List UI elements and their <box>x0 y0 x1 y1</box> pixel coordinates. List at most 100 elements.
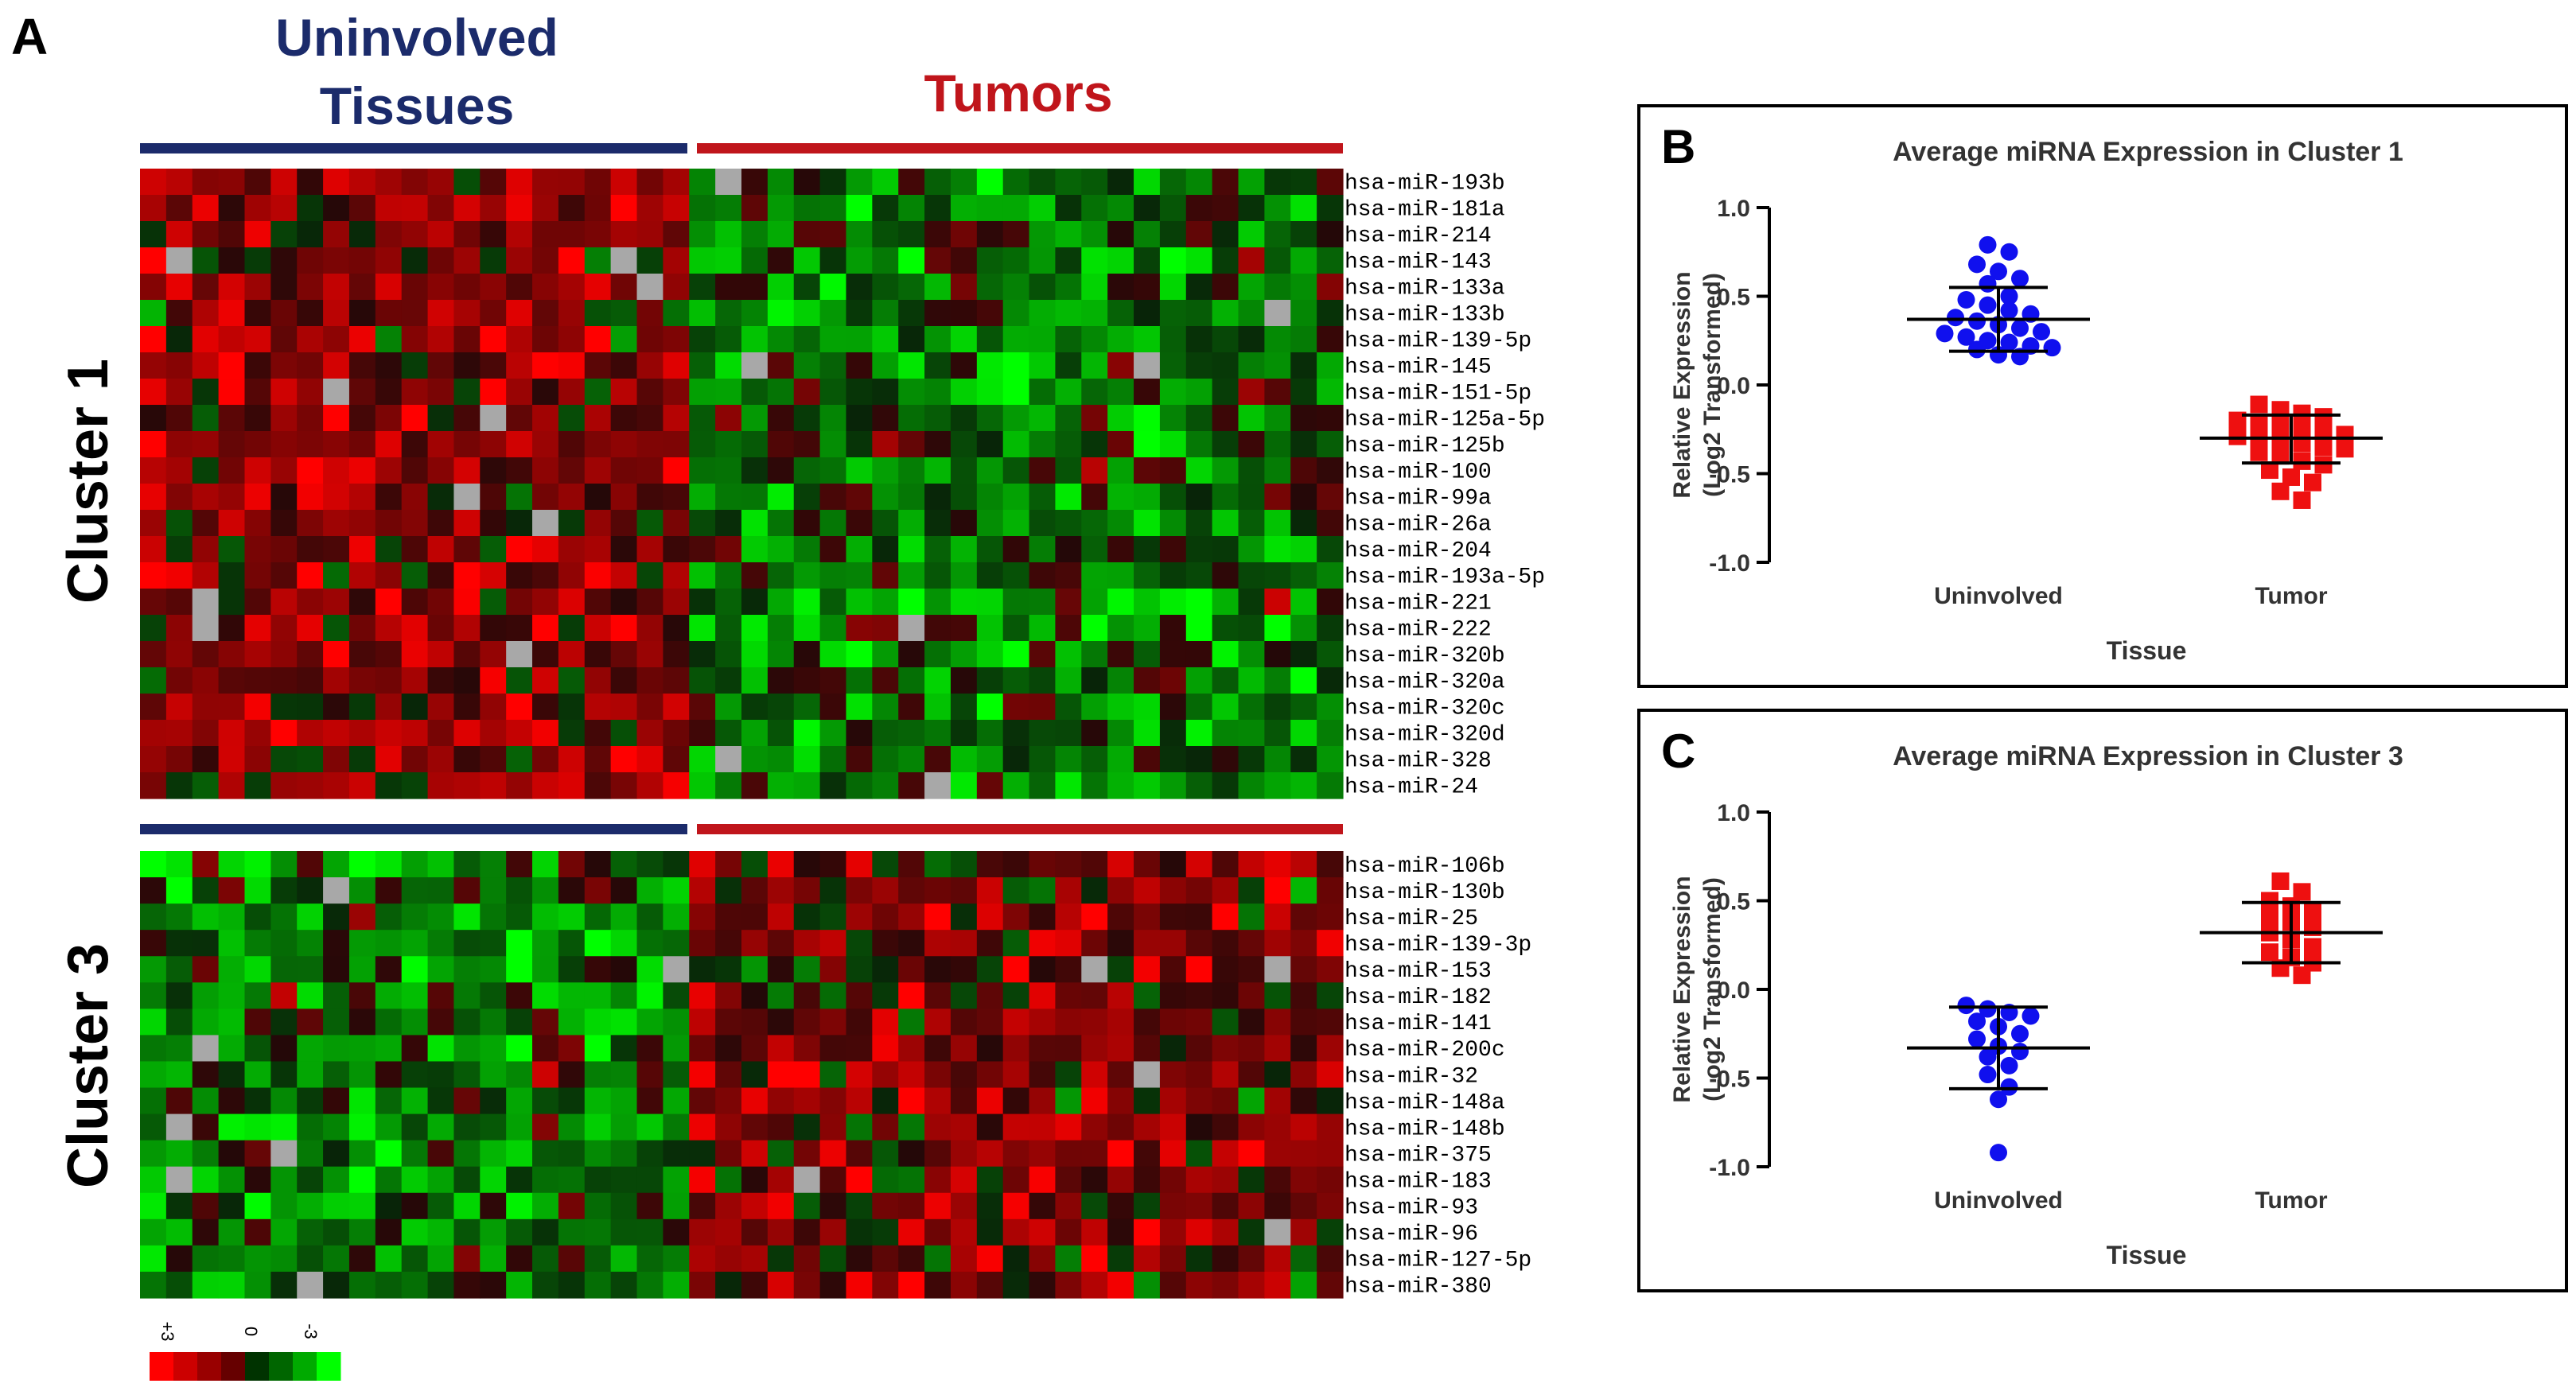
heatmap-cell <box>1159 562 1187 589</box>
heatmap-cell <box>270 1192 298 1220</box>
heatmap-cell <box>610 930 638 957</box>
heatmap-cell <box>819 352 847 379</box>
heatmap-cell <box>427 1271 455 1299</box>
heatmap-cell <box>636 930 663 957</box>
y-axis-label-line2: (Log2 Transformed) <box>1699 273 1726 497</box>
heatmap-cell <box>872 720 899 747</box>
heatmap-cell <box>1185 1245 1213 1273</box>
heatmap-cell <box>741 352 769 379</box>
heatmap-cell <box>1029 169 1056 196</box>
heatmap-cell <box>244 300 271 327</box>
heatmap-cell <box>872 746 899 773</box>
data-point <box>1957 997 1975 1015</box>
heatmap-cell <box>872 982 899 1009</box>
heatmap-cell <box>1081 457 1108 484</box>
heatmap-cell <box>165 956 193 983</box>
heatmap-cell <box>375 1087 403 1115</box>
heatmap-cell <box>1185 615 1213 642</box>
heatmap-cell <box>1238 1008 1265 1036</box>
data-point <box>2000 287 2018 305</box>
heatmap-cell <box>140 247 167 274</box>
heatmap-cell <box>924 274 951 301</box>
heatmap-cell <box>1238 195 1265 222</box>
heatmap-cell <box>401 1245 429 1273</box>
color-key-swatch <box>269 1352 294 1381</box>
heatmap-cell <box>741 1271 769 1299</box>
heatmap-cell <box>323 1008 350 1036</box>
heatmap-cell <box>218 195 246 222</box>
heatmap-cell <box>558 1087 586 1115</box>
heatmap-cell <box>1081 641 1108 668</box>
heatmap-cell <box>950 1271 978 1299</box>
heatmap-cell <box>1290 221 1317 248</box>
heatmap-cell <box>1185 379 1213 406</box>
heatmap-cell <box>584 877 612 904</box>
heatmap-cell <box>323 720 350 747</box>
heatmap-cell <box>453 562 481 589</box>
heatmap-cell <box>1264 510 1291 537</box>
heatmap-cell <box>1002 326 1030 353</box>
heatmap-cell <box>1212 195 1239 222</box>
heatmap-cell <box>872 352 899 379</box>
heatmap-cell <box>1134 274 1161 301</box>
heatmap-cell <box>1317 1008 1344 1036</box>
heatmap-cell <box>270 641 298 668</box>
heatmap-cell <box>846 641 873 668</box>
heatmap-cell <box>453 457 481 484</box>
heatmap-cell <box>950 982 978 1009</box>
color-key-swatch <box>293 1352 317 1381</box>
heatmap-cell <box>192 300 220 327</box>
heatmap-cell <box>1107 1271 1134 1299</box>
heatmap-cell <box>480 694 507 721</box>
heatmap-cell <box>1081 589 1108 616</box>
heatmap-cell <box>1029 431 1056 458</box>
heatmap-cell <box>1317 300 1344 327</box>
heatmap-cell <box>741 562 769 589</box>
data-point <box>2033 323 2050 341</box>
heatmap-cell <box>793 405 821 432</box>
heatmap-cell <box>140 431 167 458</box>
data-point <box>2314 422 2333 440</box>
heatmap-cell <box>348 1140 376 1168</box>
heatmap-cell <box>819 615 847 642</box>
heatmap-cell <box>1107 221 1134 248</box>
heatmap-cell <box>192 746 220 773</box>
heatmap-cell <box>636 274 663 301</box>
heatmap-cell <box>165 326 193 353</box>
heatmap-cell <box>323 1087 350 1115</box>
heatmap-cell <box>165 904 193 931</box>
heatmap-cell <box>636 379 663 406</box>
heatmap-cell <box>950 457 978 484</box>
heatmap-cell <box>950 746 978 773</box>
heatmap-cell <box>924 877 951 904</box>
heatmap-cell <box>819 589 847 616</box>
heatmap-cell <box>767 326 795 353</box>
heatmap-cell <box>427 1087 455 1115</box>
data-point <box>2011 270 2029 288</box>
heatmap-row-label: hsa-miR-375 <box>1344 1143 1492 1168</box>
heatmap-cell <box>950 667 978 694</box>
color-key-label: +3 <box>158 1321 177 1341</box>
heatmap-cell <box>427 930 455 957</box>
heatmap-cell <box>846 1061 873 1089</box>
heatmap-cell <box>610 1113 638 1141</box>
heatmap-cell <box>192 536 220 563</box>
heatmap-cell <box>532 195 559 222</box>
heatmap-cell <box>715 1087 742 1115</box>
heatmap-cell <box>375 1113 403 1141</box>
heatmap-cell <box>1055 930 1082 957</box>
heatmap-cell <box>976 536 1004 563</box>
heatmap-cell <box>1264 169 1291 196</box>
heatmap-cell <box>297 641 324 668</box>
heatmap-cell <box>323 195 350 222</box>
heatmap-cell <box>584 694 612 721</box>
heatmap-cell <box>270 326 298 353</box>
heatmap-cell <box>1290 1061 1317 1089</box>
heatmap-cell <box>1264 746 1291 773</box>
heatmap-cell <box>715 379 742 406</box>
heatmap-cell <box>1238 300 1265 327</box>
heatmap-cell <box>1081 247 1108 274</box>
heatmap-cell <box>244 982 271 1009</box>
heatmap-cell <box>819 930 847 957</box>
heatmap-cell <box>1055 1218 1082 1246</box>
